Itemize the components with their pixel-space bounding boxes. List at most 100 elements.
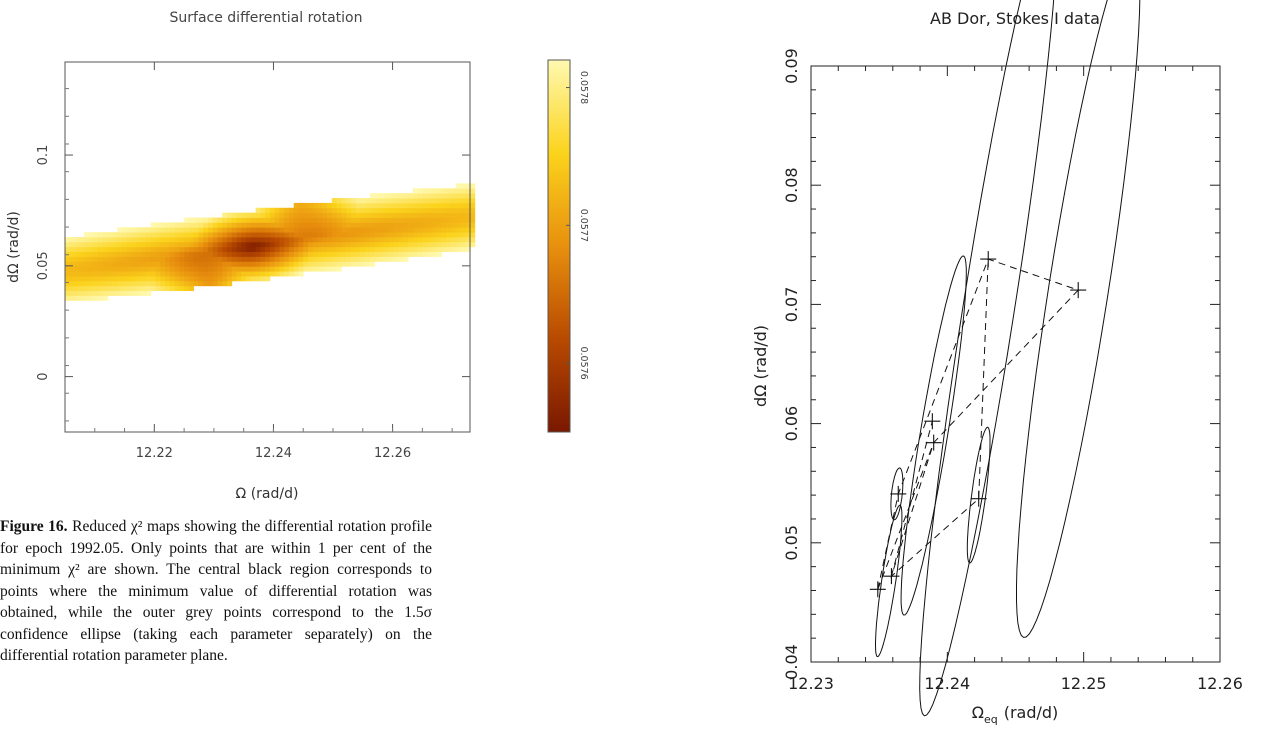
heatmap-cell [69,241,75,248]
heatmap-cell [88,295,94,301]
heatmap-cell [355,227,361,233]
heatmap-cell [350,227,357,233]
heatmap-cell [131,227,137,233]
heatmap-cell [274,222,280,228]
heatmap-cell [141,285,147,292]
heatmap-cell [369,207,376,214]
heatmap-cell [341,222,347,228]
heatmap-cell [431,207,438,214]
heatmap-cell [169,280,175,287]
heatmap-cell [107,251,114,257]
heatmap-cell [298,217,304,223]
heatmap-x-tick-label: 12.26 [374,446,411,461]
heatmap-cell [331,266,337,272]
heatmap-cell [412,193,418,199]
heatmap-cell [126,251,133,257]
heatmap-cell [450,246,457,253]
heatmap-cell [255,256,261,262]
heatmap-cell [141,266,147,272]
heatmap-cell [446,207,452,214]
heatmap-cell [327,232,333,238]
heatmap-cell [260,241,266,248]
heatmap-cell [174,271,180,277]
heatmap-cell [217,246,223,253]
heatmap-cell [131,241,137,248]
heatmap-cell [269,241,276,248]
heatmap-cell [355,202,361,209]
heatmap-cell [98,266,104,272]
heatmap-cell [346,241,352,248]
heatmap-cell [169,271,175,277]
heatmap-cell [222,246,228,253]
heatmap-cell [470,188,476,194]
heatmap-cell [212,266,218,272]
heatmap-cell [355,212,361,218]
heatmap-cell [288,227,295,233]
heatmap-cell [417,246,423,253]
heatmap-cell [398,198,404,204]
heatmap-cell [93,232,99,238]
heatmap-cell [212,217,218,223]
heatmap-cell [365,251,371,257]
heatmap-cell [74,280,80,287]
heatmap-cell [298,241,304,248]
heatmap-cell [69,266,75,272]
heatmap-cell [74,261,80,267]
heatmap-cell [470,207,476,214]
heatmap-cell [403,222,409,228]
heatmap-cell [122,285,128,292]
heatmap-cell [441,202,447,209]
heatmap-cell [198,276,204,282]
heatmap-cell [227,271,233,277]
heatmap-cell [441,237,447,243]
heatmap-cell [174,280,180,287]
scatter-y-axis-label: dΩ (rad/d) [751,325,770,407]
heatmap-cell [98,271,104,277]
heatmap-cell [327,266,333,272]
colorbar-scale [547,59,571,433]
heatmap-cell [155,251,161,257]
heatmap-cell [122,290,128,296]
heatmap-cell [69,290,75,296]
heatmap-cell [293,222,299,228]
heatmap-cell [422,246,428,253]
heatmap-cell [436,222,442,228]
heatmap-cell [203,251,209,257]
heatmap-cell [265,232,271,238]
heatmap-cell [312,202,318,209]
heatmap-cell [231,251,237,257]
heatmap-cell [198,222,204,228]
heatmap-cell [112,261,118,267]
caption-lead: Figure 16. [0,518,68,535]
heatmap-cell [369,198,376,204]
heatmap-cell [241,212,247,218]
heatmap-cell [103,256,109,262]
heatmap-cell [188,285,195,292]
heatmap-cell [427,188,433,194]
heatmap-cell [260,212,266,218]
heatmap-cell [417,207,423,214]
heatmap-cell [98,276,104,282]
heatmap-cell [131,246,137,253]
heatmap-cell [327,241,333,248]
heatmap-cell [112,251,118,257]
heatmap-cell [174,276,180,282]
heatmap-cell [470,183,476,189]
heatmap-cell [146,246,152,253]
heatmap-cell [327,261,333,267]
heatmap-cell [260,261,266,267]
heatmap-cell [360,256,366,262]
heatmap-cell [274,237,280,243]
heatmap-cell [431,222,438,228]
heatmap-cell [88,256,94,262]
heatmap-cell [303,227,309,233]
heatmap-cell [131,237,137,243]
heatmap-cell [193,227,199,233]
heatmap-cell [269,246,276,253]
heatmap-cell [398,202,404,209]
heatmap-cell [422,198,428,204]
heatmap-cell [303,217,309,223]
heatmap-cell [446,193,452,199]
heatmap-cell [222,237,228,243]
heatmap-cell [374,222,380,228]
